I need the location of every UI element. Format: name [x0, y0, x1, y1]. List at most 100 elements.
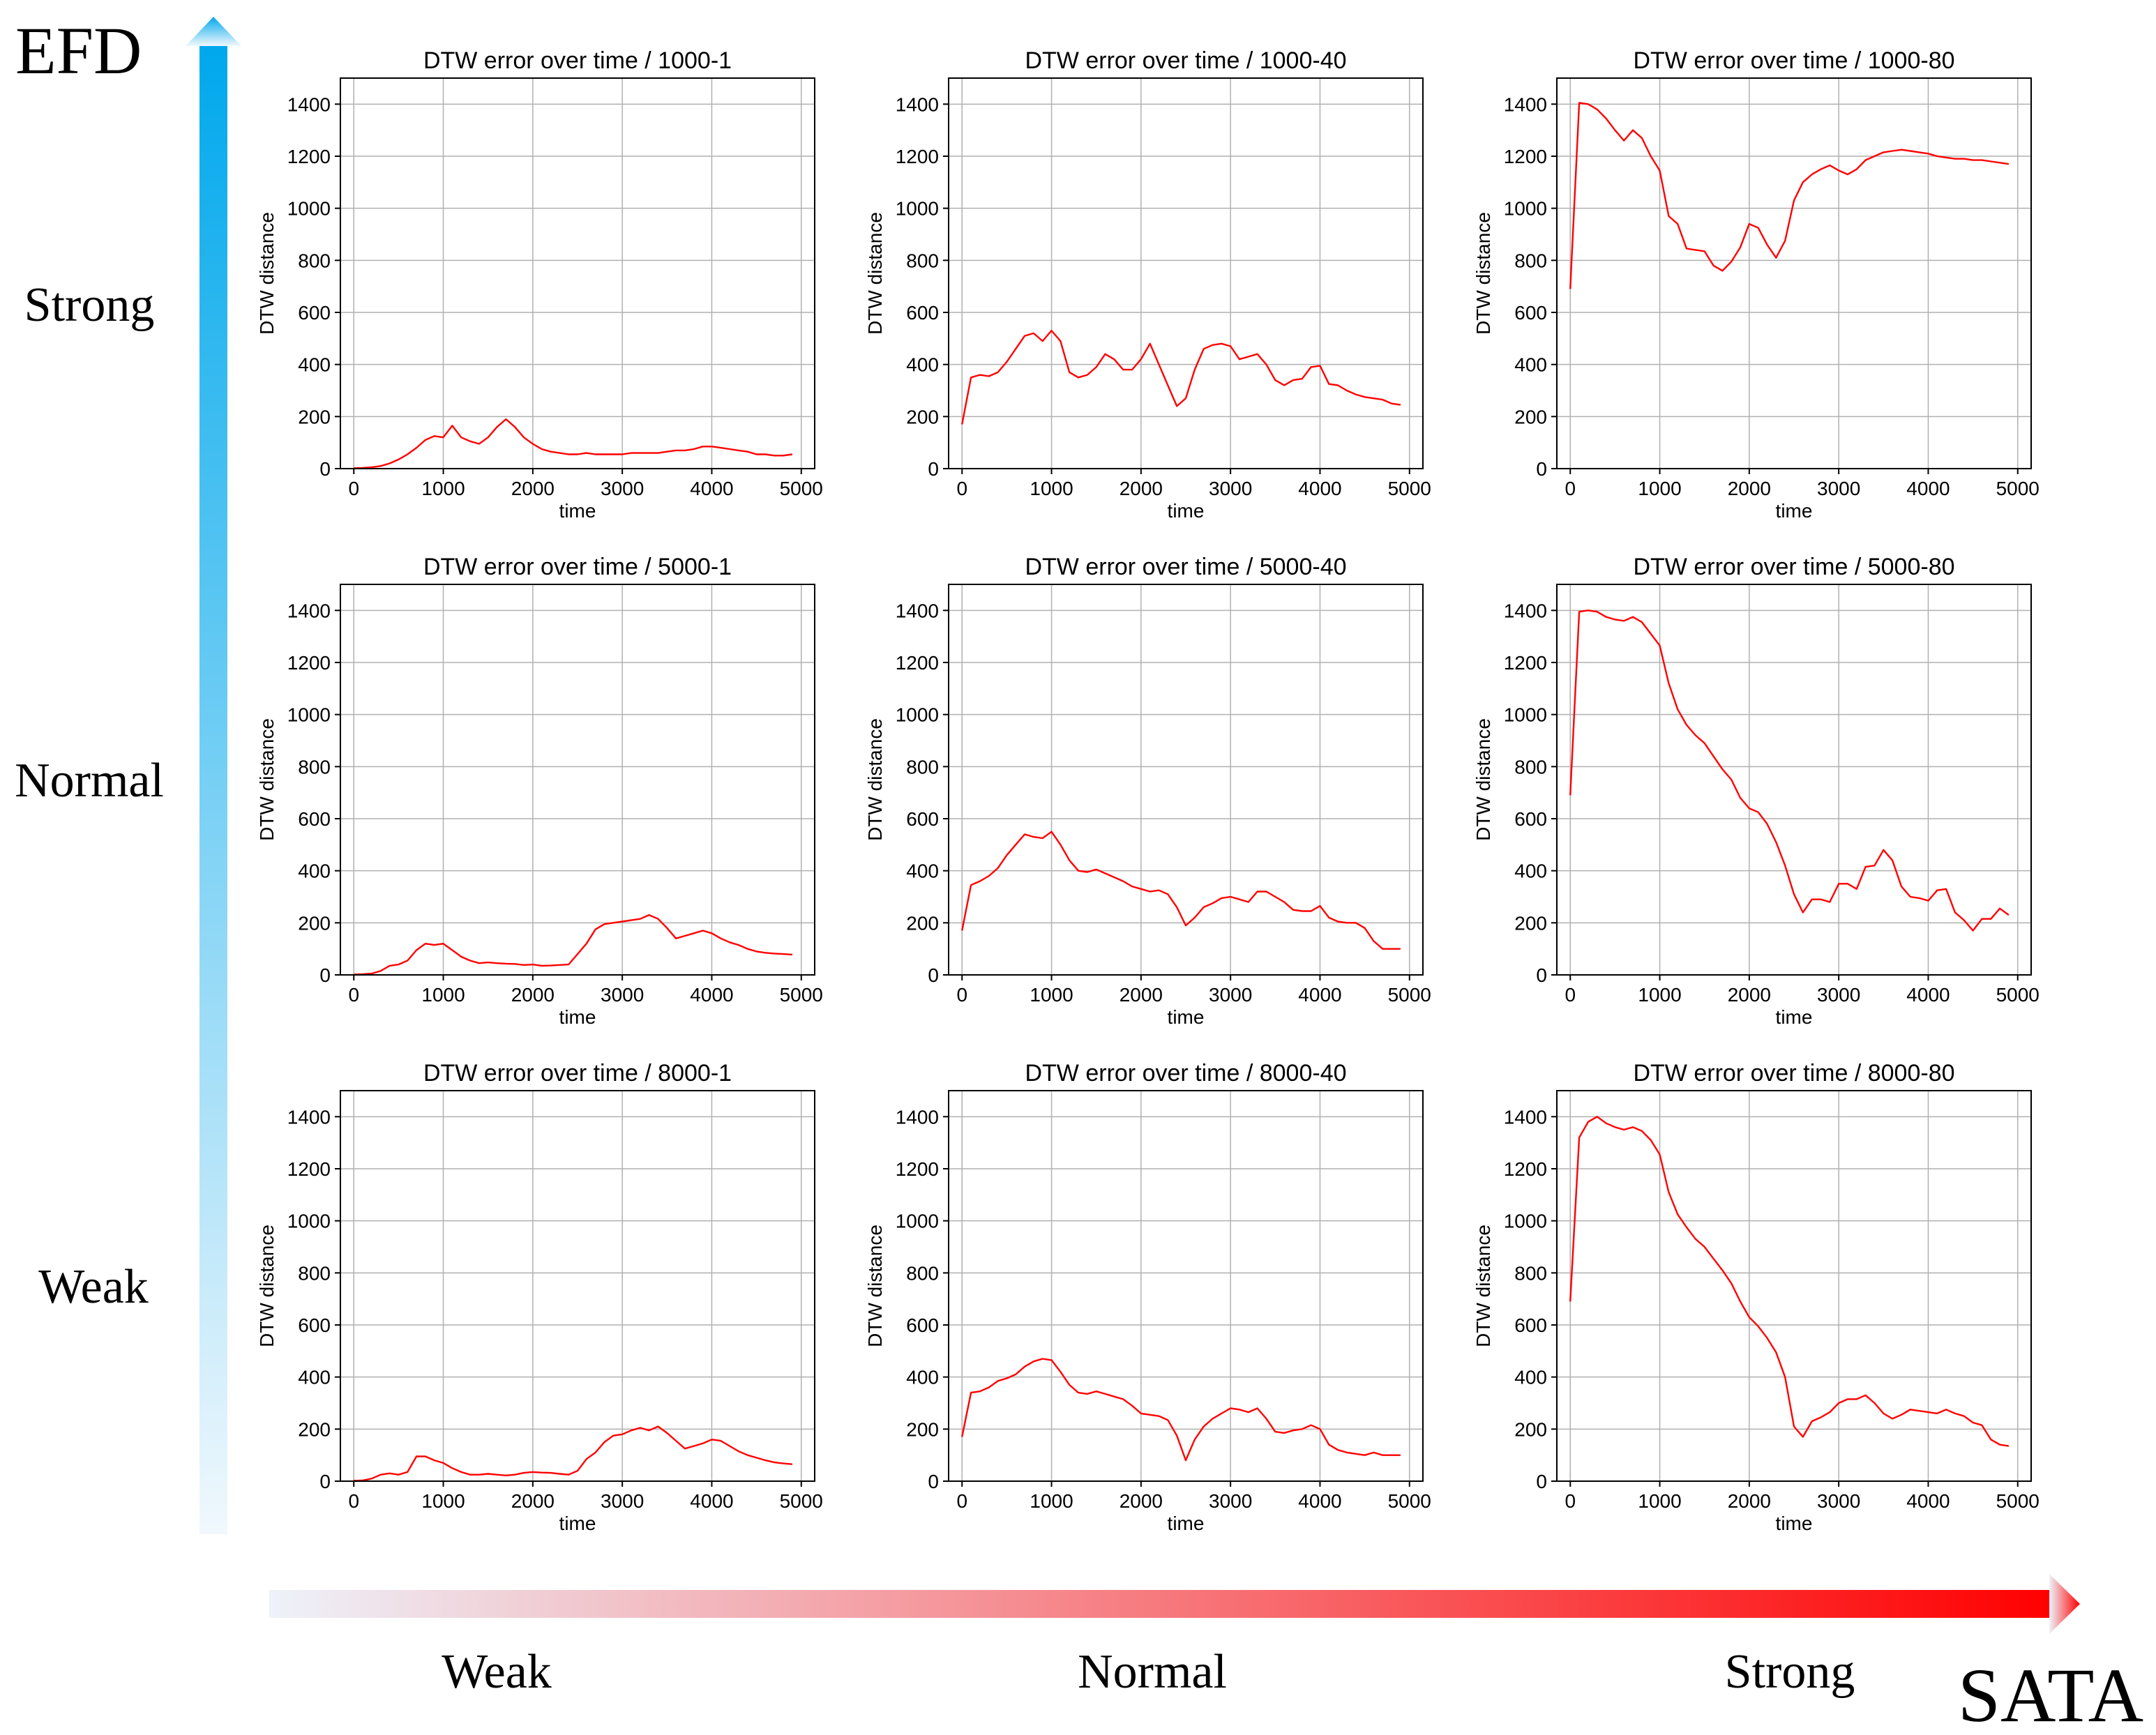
plot-frame — [340, 77, 815, 469]
y-tick-label: 200 — [1514, 1418, 1547, 1440]
y-tick-label: 800 — [1514, 756, 1547, 778]
plot-frame — [340, 1090, 815, 1482]
y-tick-label: 400 — [906, 1367, 939, 1388]
series-line — [354, 418, 793, 469]
x-tick-label: 0 — [1565, 984, 1576, 1006]
x-tick-label: 2000 — [1728, 478, 1771, 499]
x-tick-label: 5000 — [1388, 478, 1431, 499]
x-tick-label: 1000 — [1030, 1490, 1073, 1512]
plot-frame — [1556, 1090, 2032, 1482]
y-tick-label: 800 — [298, 1262, 331, 1284]
x-tick-label: 1000 — [1638, 1490, 1681, 1512]
y-tick-label: 800 — [906, 250, 939, 271]
y-tick-label: 1200 — [896, 1158, 939, 1180]
y-tick-label: 1200 — [1504, 652, 1547, 674]
efd-level-strong: Strong — [24, 278, 155, 332]
y-tick-label: 800 — [298, 250, 331, 271]
y-axis-label: DTW distance — [1472, 212, 1494, 335]
y-axis-label: DTW distance — [1472, 718, 1494, 841]
x-axis-label: time — [559, 500, 596, 522]
y-tick-label: 400 — [298, 861, 331, 882]
series-line — [1569, 1116, 2010, 1447]
y-tick-label: 1200 — [287, 652, 331, 674]
x-tick-label: 0 — [956, 1490, 967, 1512]
sata-axis-title: SATA — [1958, 1653, 2143, 1735]
x-tick-label: 3000 — [601, 478, 644, 499]
y-axis-label: DTW distance — [864, 212, 886, 335]
x-tick-label: 3000 — [1817, 984, 1860, 1006]
x-tick-label: 4000 — [1906, 984, 1950, 1006]
x-tick-label: 3000 — [601, 1490, 644, 1512]
y-tick-label: 200 — [298, 406, 331, 427]
x-tick-label: 5000 — [780, 478, 823, 499]
x-tick-label: 1000 — [1030, 984, 1073, 1006]
y-tick-label: 0 — [928, 1471, 939, 1492]
y-tick-label: 0 — [928, 964, 939, 986]
plot-frame — [1556, 584, 2032, 976]
x-tick-label: 2000 — [1120, 1490, 1163, 1512]
y-tick-label: 1000 — [287, 198, 331, 220]
y-tick-label: 0 — [319, 1471, 331, 1492]
y-tick-label: 400 — [1514, 1367, 1547, 1388]
x-tick-label: 5000 — [1996, 1490, 2040, 1512]
series-line — [1569, 102, 2010, 289]
y-tick-label: 1200 — [896, 652, 939, 674]
x-tick-label: 1000 — [421, 478, 465, 499]
y-tick-label: 800 — [906, 1262, 939, 1284]
y-tick-label: 1400 — [896, 1106, 939, 1128]
x-tick-label: 2000 — [511, 478, 555, 499]
y-tick-label: 200 — [906, 1418, 939, 1440]
y-tick-label: 1400 — [896, 600, 939, 621]
y-tick-label: 200 — [1514, 406, 1547, 427]
x-tick-label: 3000 — [1209, 984, 1252, 1006]
x-tick-label: 0 — [348, 984, 359, 1006]
chart-title: DTW error over time / 1000-40 — [1025, 47, 1346, 74]
x-tick-label: 3000 — [1817, 1490, 1860, 1512]
efd-level-normal: Normal — [15, 754, 164, 808]
plot-frame — [948, 77, 1424, 469]
x-tick-label: 5000 — [1996, 478, 2040, 499]
x-tick-label: 0 — [1565, 478, 1576, 499]
x-axis-label: time — [1776, 500, 1813, 522]
y-axis-label: DTW distance — [864, 1225, 886, 1347]
x-tick-label: 0 — [348, 478, 359, 499]
y-tick-label: 800 — [906, 756, 939, 778]
plot-frame — [948, 1090, 1424, 1482]
y-tick-label: 200 — [298, 912, 331, 934]
x-tick-label: 3000 — [1817, 478, 1860, 499]
plot-frame — [948, 584, 1424, 976]
x-tick-label: 2000 — [1120, 984, 1163, 1006]
y-tick-label: 800 — [298, 756, 331, 778]
chart-title: DTW error over time / 1000-1 — [423, 47, 732, 74]
chart-title: DTW error over time / 5000-1 — [423, 554, 732, 580]
y-tick-label: 1400 — [1504, 600, 1547, 621]
x-tick-label: 5000 — [780, 984, 823, 1006]
x-tick-label: 2000 — [511, 984, 555, 1006]
efd-axis-title: EFD — [15, 13, 142, 88]
y-tick-label: 600 — [1514, 1314, 1547, 1336]
chart-panel-6: 0 1000 2000 3000 4000 5000 0 200 400 600 800 1000 12… — [1472, 554, 2040, 1028]
y-tick-label: 200 — [298, 1418, 331, 1440]
series-line — [961, 831, 1401, 950]
series-line — [1569, 609, 2010, 932]
y-tick-label: 600 — [1514, 302, 1547, 324]
sata-arrow — [269, 1574, 2080, 1634]
y-tick-label: 400 — [1514, 861, 1547, 882]
y-tick-label: 600 — [298, 808, 331, 830]
y-axis-label: DTW distance — [864, 718, 886, 841]
x-tick-label: 1000 — [421, 1490, 465, 1512]
x-tick-label: 1000 — [1638, 984, 1681, 1006]
y-tick-label: 800 — [1514, 1262, 1547, 1284]
y-tick-label: 1000 — [896, 198, 939, 220]
chart-panel-9: 0 1000 2000 3000 4000 5000 0 200 400 600 800 1000 12… — [1472, 1060, 2040, 1534]
y-axis-label: DTW distance — [256, 212, 278, 335]
y-axis-label: DTW distance — [256, 718, 278, 841]
x-axis-label: time — [1168, 1513, 1205, 1534]
y-tick-label: 1400 — [287, 1106, 331, 1128]
series-line — [961, 329, 1401, 425]
x-tick-label: 1000 — [1638, 478, 1681, 499]
sata-level-strong: Strong — [1725, 1645, 1855, 1699]
chart-title: DTW error over time / 8000-40 — [1025, 1060, 1346, 1086]
x-axis-label: time — [559, 1006, 596, 1028]
x-axis-label: time — [559, 1513, 596, 1534]
